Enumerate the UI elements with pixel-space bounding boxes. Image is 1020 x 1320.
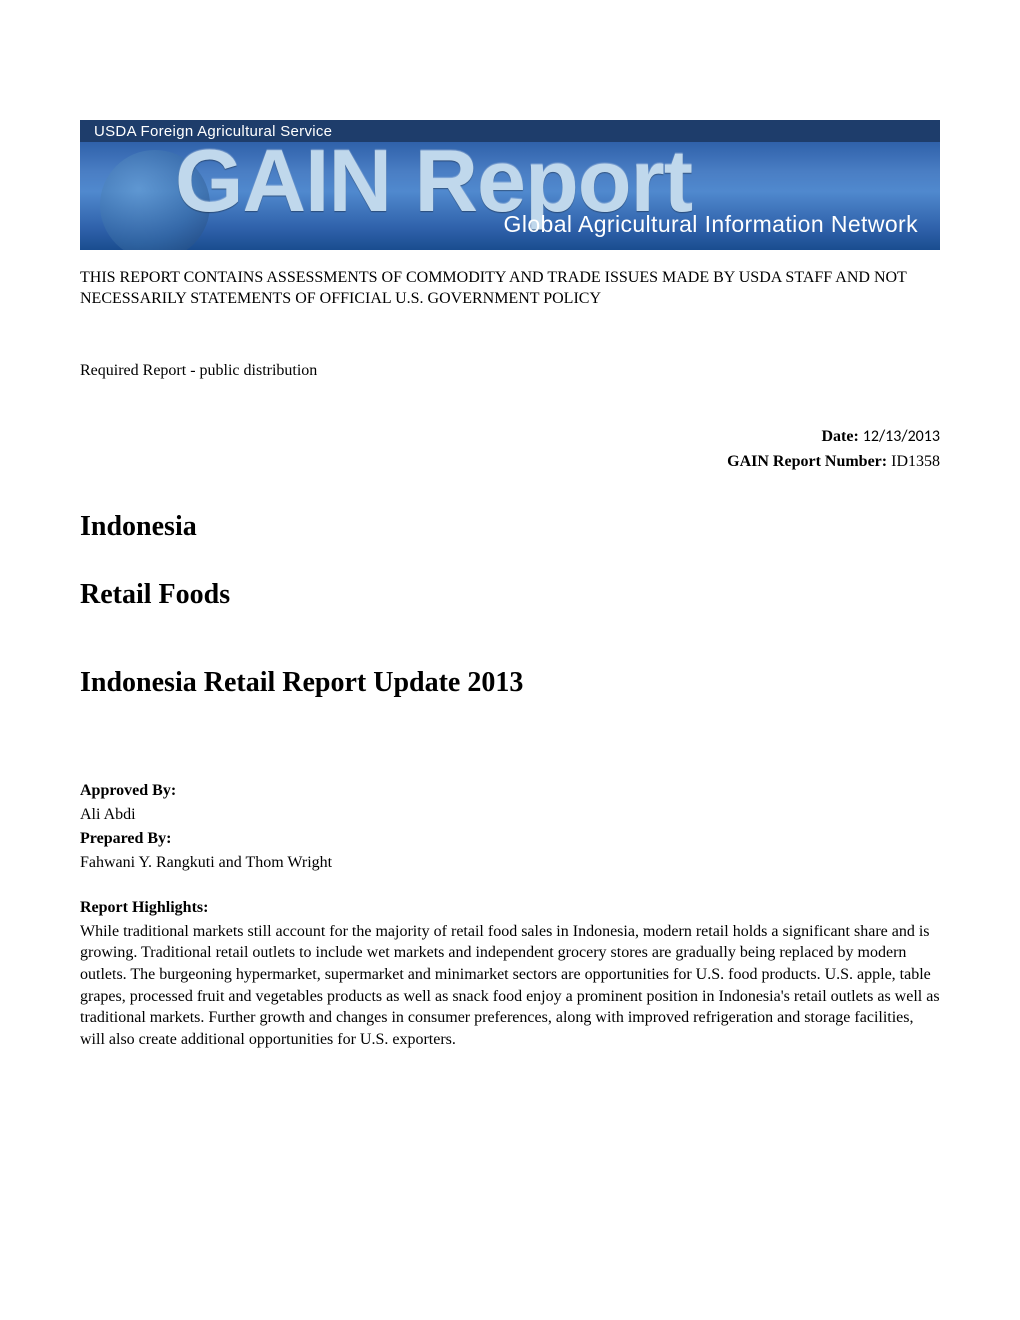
gain-report-banner: USDA Foreign Agricultural Service GAIN R… <box>80 120 940 250</box>
report-title-heading: Indonesia Retail Report Update 2013 <box>80 667 940 699</box>
approved-by-label: Approved By: <box>80 779 940 803</box>
disclaimer-text: THIS REPORT CONTAINS ASSESSMENTS OF COMM… <box>80 268 940 310</box>
banner-subtitle: Global Agricultural Information Network <box>504 211 918 238</box>
date-row: Date: 12/13/2013 <box>80 424 940 450</box>
category-heading: Retail Foods <box>80 579 940 611</box>
report-metadata: Date: 12/13/2013 GAIN Report Number: ID1… <box>80 424 940 475</box>
report-number-value: ID1358 <box>891 453 940 470</box>
approved-by-value: Ali Abdi <box>80 803 940 827</box>
country-heading: Indonesia <box>80 511 940 543</box>
date-value: 12/13/2013 <box>863 427 940 446</box>
prepared-by-value: Fahwani Y. Rangkuti and Thom Wright <box>80 851 940 875</box>
report-highlights-body: While traditional markets still account … <box>80 921 940 1051</box>
approved-by-block: Approved By: Ali Abdi Prepared By: Fahwa… <box>80 779 940 875</box>
report-number-row: GAIN Report Number: ID1358 <box>80 449 940 475</box>
report-highlights-label: Report Highlights: <box>80 899 940 917</box>
required-report-text: Required Report - public distribution <box>80 362 940 380</box>
date-label: Date: <box>821 428 862 445</box>
report-number-label: GAIN Report Number: <box>727 453 891 470</box>
prepared-by-label: Prepared By: <box>80 827 940 851</box>
